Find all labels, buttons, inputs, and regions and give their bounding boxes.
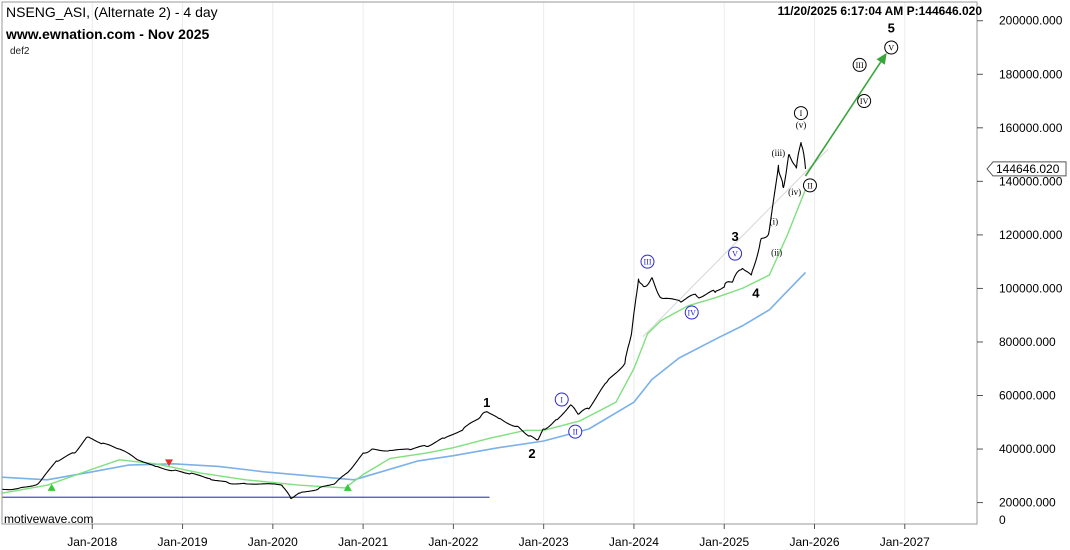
- wave-label: V: [888, 44, 894, 53]
- projection-arrow-line: [804, 61, 882, 177]
- fast-ma-layer: [1, 189, 807, 494]
- chart-symbol-title: NSENG_ASI, (Alternate 2) - 4 day: [6, 4, 218, 20]
- x-tick-label: Jan-2027: [880, 535, 930, 549]
- y-tick-label: 100000.000: [999, 281, 1063, 295]
- wave-label-small: (v): [796, 120, 807, 130]
- wave-label-circle: [852, 57, 867, 72]
- x-tick-label: Jan-2024: [609, 535, 659, 549]
- wave-label: III: [856, 61, 864, 70]
- y-tick-label: 200000.000: [999, 14, 1063, 28]
- wave-label: 4: [752, 285, 760, 300]
- y-tick-label: 80000.000: [999, 335, 1056, 349]
- last-price-box: [986, 161, 1067, 177]
- price-line: [1, 141, 807, 500]
- wave-label-circle: [728, 246, 743, 261]
- wave-label: V: [732, 250, 738, 259]
- x-tick-label: Jan-2022: [428, 535, 478, 549]
- wave-label-small: (iv): [788, 187, 801, 197]
- wave-label: IV: [860, 97, 869, 106]
- wave-labels-layer: 12IIIIIIIVV34(i)(ii)(iii)(iv)(v)IIIIIIIV…: [483, 20, 899, 461]
- timestamp-price-info: 11/20/2025 6:17:04 AM P:144646.020: [777, 4, 982, 18]
- buy-signal-triangle: [47, 483, 56, 491]
- y-tick-label: 20000.000: [999, 496, 1056, 510]
- signals-layer: [47, 459, 352, 491]
- trendline: [642, 148, 829, 337]
- brand-watermark: motivewave.com: [4, 512, 94, 526]
- x-tick-label: Jan-2023: [519, 535, 569, 549]
- y-zero-label: 0: [999, 513, 1006, 527]
- y-tick-label: 120000.000: [999, 228, 1063, 242]
- wave-label: 2: [528, 446, 535, 461]
- wave-label-circle: [684, 305, 699, 320]
- wave-label: 3: [731, 229, 738, 244]
- study-label: def2: [10, 46, 30, 57]
- wave-label: IV: [687, 309, 696, 318]
- x-tick-label: Jan-2021: [338, 535, 388, 549]
- y-tick-label: 60000.000: [999, 389, 1056, 403]
- wave-label-small: (iii): [772, 148, 786, 158]
- y-tick-label: 160000.000: [999, 121, 1063, 135]
- wave-label: II: [807, 181, 813, 190]
- x-tick-label: Jan-2020: [248, 535, 298, 549]
- y-tick-label: 140000.000: [999, 174, 1063, 188]
- wave-label: I: [800, 109, 803, 118]
- x-tick-label: Jan-2026: [789, 535, 839, 549]
- wave-label-circle: [568, 424, 583, 439]
- trendline-layer: [642, 148, 829, 337]
- wave-label: I: [560, 396, 563, 405]
- sell-signal-triangle: [165, 459, 174, 467]
- last-price-tag: 144646.020: [986, 161, 1067, 177]
- wave-label-circle: [857, 94, 872, 109]
- price-layer: [1, 141, 807, 500]
- projection-arrow-head: [876, 52, 887, 65]
- y-tick-label: 40000.000: [999, 442, 1056, 456]
- x-tick-label: Jan-2025: [699, 535, 749, 549]
- projection-layer: [804, 52, 887, 177]
- wave-label-small: (i): [770, 217, 779, 227]
- fast-moving-average-line: [1, 189, 807, 494]
- wave-label: II: [573, 428, 579, 437]
- x-grid: [91, 2, 906, 524]
- wave-label-small: (ii): [771, 247, 782, 257]
- wave-label-circle: [554, 392, 569, 407]
- last-price-label: 144646.020: [996, 162, 1060, 176]
- wave-label-circle: [802, 178, 817, 193]
- wave-label-circle: [640, 254, 655, 269]
- wave-label: III: [643, 258, 651, 267]
- x-tick-label: Jan-2018: [67, 535, 117, 549]
- wave-label: 1: [483, 395, 490, 410]
- x-tick-label: Jan-2019: [158, 535, 208, 549]
- wave-label-circle: [793, 106, 808, 121]
- x-axis[interactable]: Jan-2018 Jan-2019 Jan-2020 Jan-2021 Jan-2022…: [67, 524, 930, 549]
- y-tick-label: 180000.000: [999, 67, 1063, 81]
- wave-label: 5: [888, 20, 895, 35]
- wave-label-circle: [884, 40, 899, 55]
- buy-signal-triangle: [343, 483, 352, 491]
- website-label: www.ewnation.com - Nov 2025: [6, 26, 210, 42]
- y-axis[interactable]: 20000.000 40000.000 60000.000 80000.000 1000…: [976, 2, 1063, 527]
